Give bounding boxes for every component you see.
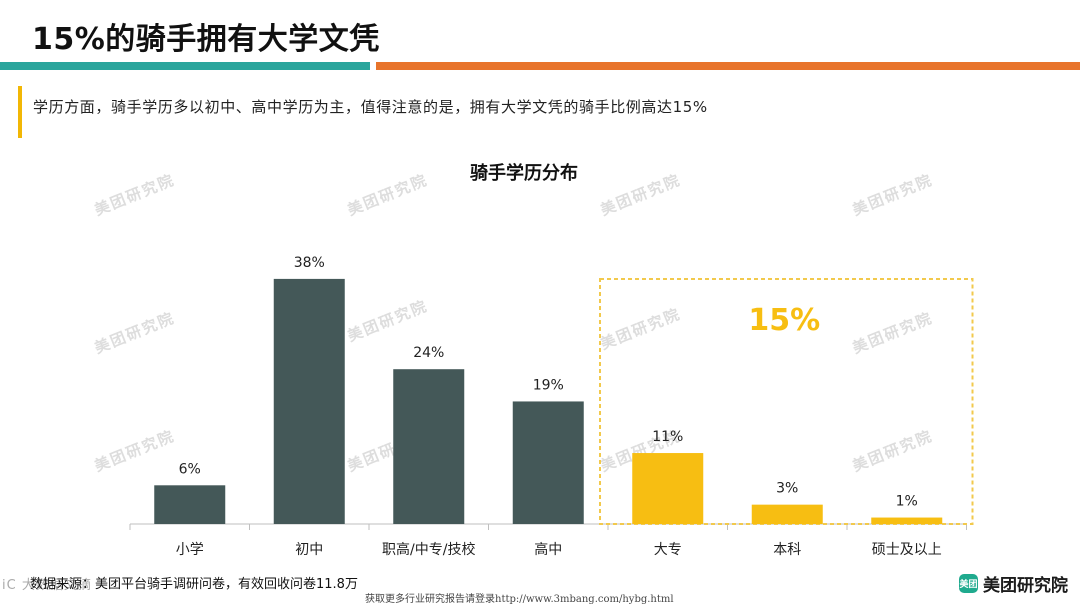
header-divider-orange bbox=[376, 62, 1080, 70]
bar-value-label: 24% bbox=[413, 345, 444, 361]
brand-logo: 美团 美团研究院 bbox=[959, 571, 1068, 596]
bar bbox=[154, 485, 226, 524]
highlight-annotation: 15% bbox=[748, 303, 820, 338]
x-tick-label: 初中 bbox=[295, 541, 323, 558]
page-title: 15%的骑手拥有大学文凭 bbox=[32, 22, 380, 57]
page-subtitle: 学历方面，骑手学历多以初中、高中学历为主，值得注意的是，拥有大学文凭的骑手比例高… bbox=[33, 98, 708, 116]
bar bbox=[273, 278, 345, 524]
education-bar-chart: 骑手学历分布 15% 6% 小学 38% 初中 24% 职高/中专/技校 19% 高中 11% 大专… bbox=[129, 162, 974, 558]
bar-value-label: 1% bbox=[896, 494, 918, 510]
x-tick-label: 硕士及以上 bbox=[872, 542, 942, 558]
bar-value-label: 11% bbox=[652, 429, 683, 445]
corner-logo: iC 大数据文摘 bbox=[2, 578, 92, 593]
data-source-note: 数据来源：美团平台骑手调研问卷，有效回收问卷11.8万 bbox=[30, 577, 358, 592]
bar bbox=[512, 401, 584, 524]
bar bbox=[751, 504, 823, 524]
brand-name: 美团研究院 bbox=[983, 576, 1068, 596]
bar bbox=[632, 453, 704, 524]
bar-value-label: 6% bbox=[179, 461, 201, 477]
x-tick-label: 高中 bbox=[534, 541, 562, 558]
x-tick-label: 本科 bbox=[773, 542, 801, 558]
footer-link-text: 获取更多行业研究报告请登录http://www.3mbang.com/hybg.… bbox=[365, 594, 674, 605]
header-divider-teal bbox=[0, 62, 370, 70]
bar bbox=[871, 517, 943, 524]
bar-value-label: 19% bbox=[533, 377, 564, 393]
x-tick-label: 大专 bbox=[654, 542, 682, 558]
subtitle-accent-bar bbox=[18, 86, 22, 138]
bar bbox=[393, 369, 465, 524]
chart-title: 骑手学历分布 bbox=[470, 162, 578, 184]
bar-value-label: 38% bbox=[294, 255, 325, 271]
x-tick-label: 小学 bbox=[176, 542, 204, 558]
brand-icon: 美团 bbox=[959, 574, 978, 593]
bar-value-label: 3% bbox=[776, 481, 798, 497]
x-tick-label: 职高/中专/技校 bbox=[382, 541, 475, 558]
